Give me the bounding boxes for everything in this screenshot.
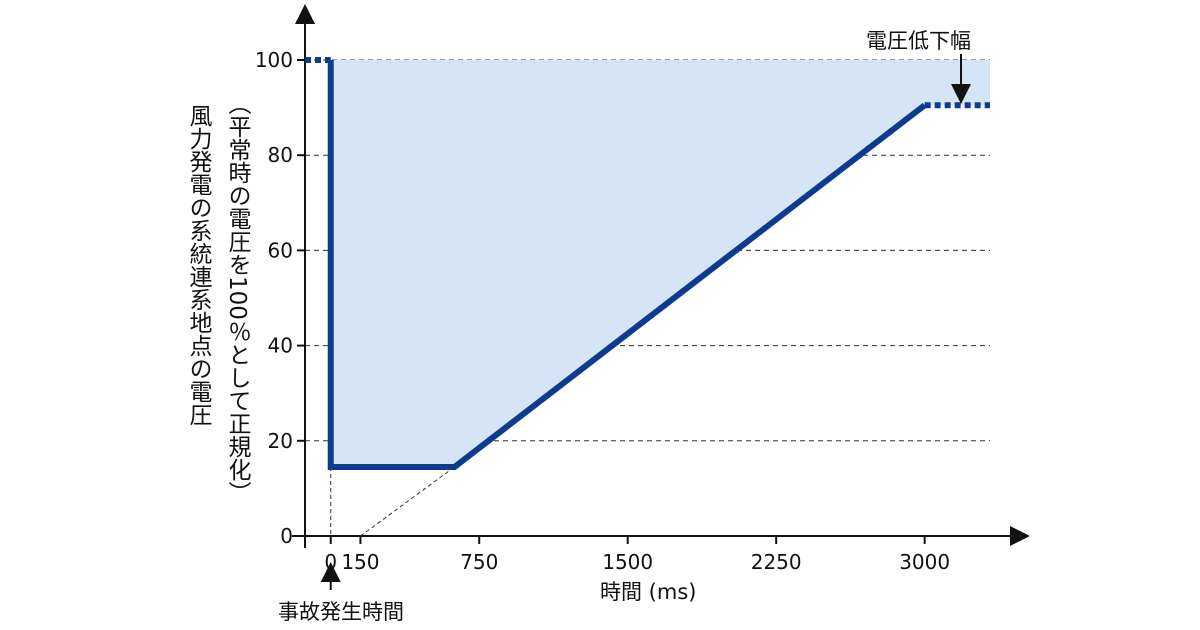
y-axis-label: 風力発電の系統連系地点の電圧	[185, 104, 211, 426]
voltage-curve	[327, 60, 927, 470]
y-tick-label-40: 40	[268, 334, 293, 358]
series-group	[305, 57, 990, 537]
x-tick-label-2250: 2250	[751, 550, 802, 574]
y-tick-label-100: 100	[255, 48, 293, 72]
x-axis-label: 時間 (ms)	[600, 580, 697, 604]
y-tick-label-80: 80	[268, 143, 293, 167]
fault-time-label: 事故発生時間	[278, 600, 404, 624]
y-axis-sublabel: （平常時の電圧を100％として正規化）	[224, 92, 250, 504]
voltage-drop-label: 電圧低下幅	[866, 29, 971, 53]
shaded-region	[330, 60, 990, 467]
x-tick-label-150: 150	[341, 550, 379, 574]
annotation-arrows	[320, 54, 971, 590]
x-tick-label-3000: 3000	[899, 550, 950, 574]
x-tick-label-0: 0	[324, 550, 337, 574]
y-tick-label-20: 20	[268, 429, 293, 453]
extrapolation-line	[360, 466, 455, 537]
y-tick-label-60: 60	[268, 238, 293, 262]
x-tick-label-1500: 1500	[602, 550, 653, 574]
fill-area	[330, 60, 990, 467]
x-tick-label-750: 750	[460, 550, 498, 574]
y-tick-label-0: 0	[280, 524, 293, 548]
axes	[292, 4, 1030, 548]
